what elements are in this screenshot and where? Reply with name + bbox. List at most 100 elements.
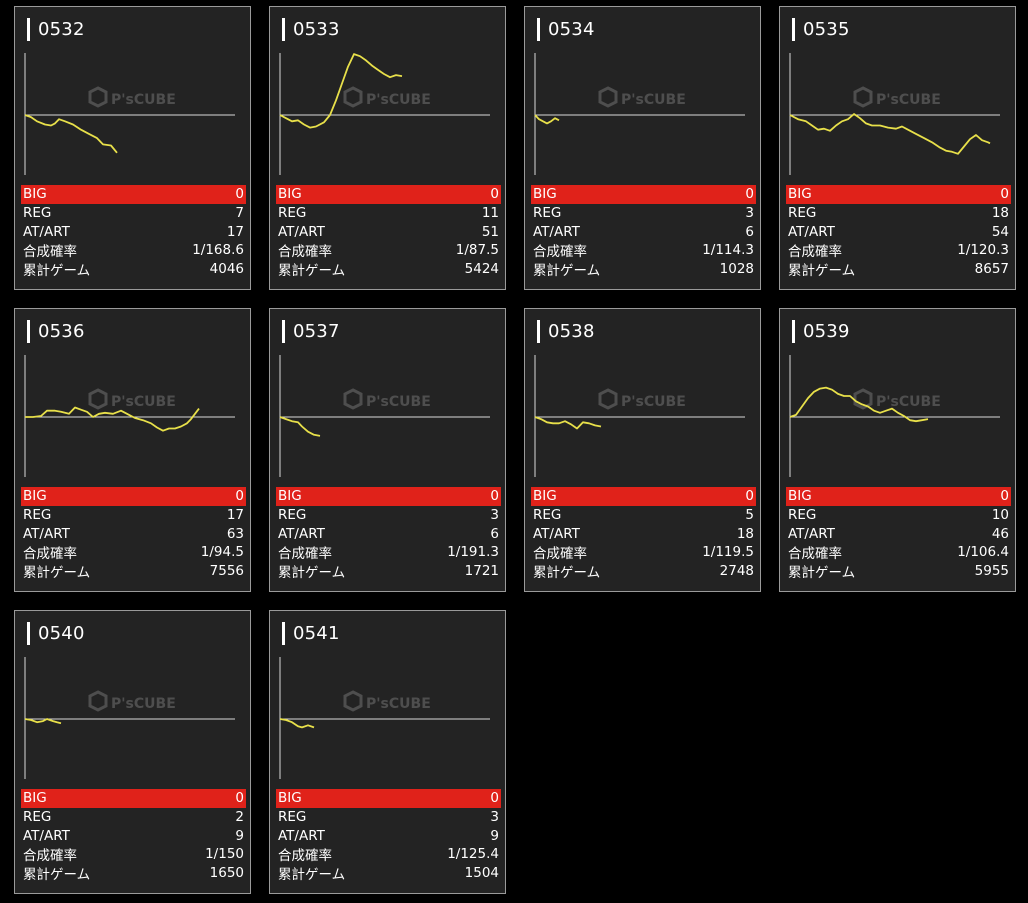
machine-header: 0532 [27, 16, 85, 42]
stat-row-big: BIG 0 [531, 185, 756, 204]
stat-row-big: BIG 0 [276, 789, 501, 808]
stat-value: 9 [490, 827, 499, 844]
stat-row-big: BIG 0 [786, 487, 1011, 506]
stat-value: 0 [745, 186, 754, 203]
stat-row-combined-rate: 合成確率 1/114.3 [531, 241, 756, 260]
stat-row-at-art: AT/ART 51 [276, 222, 501, 241]
slump-graph-line [279, 53, 403, 129]
stat-label: BIG [23, 488, 47, 505]
stat-value: 1/191.3 [447, 544, 499, 561]
stat-value: 51 [481, 223, 499, 240]
slump-graph: P'sCUBE [21, 341, 246, 483]
watermark-logo: P'sCUBE [853, 388, 941, 410]
stat-value: 1028 [719, 261, 754, 278]
slump-graph: P'sCUBE [786, 341, 1011, 483]
stat-value: 0 [235, 790, 244, 807]
cube-logo-icon [343, 388, 363, 410]
machine-stats: BIG 0 REG 10 AT/ART 46 合成確率 1/106.4 累計ゲー… [786, 487, 1011, 581]
machine-header: 0538 [537, 318, 595, 344]
stat-row-big: BIG 0 [21, 185, 246, 204]
machine-number: 0538 [548, 320, 595, 342]
machine-card[interactable]: 0535 P'sCUBE BIG 0 REG 18 AT/ART 54 合成確率… [779, 6, 1016, 290]
stat-row-at-art: AT/ART 17 [21, 222, 246, 241]
slump-graph-svg: P'sCUBE [789, 355, 1000, 477]
machine-header: 0533 [282, 16, 340, 42]
stat-label: AT/ART [23, 525, 70, 542]
stat-value: 0 [490, 186, 499, 203]
cube-logo-icon [88, 690, 108, 712]
machine-card[interactable]: 0541 P'sCUBE BIG 0 REG 3 AT/ART 9 合成確率 1… [269, 610, 506, 894]
stat-value: 7 [235, 205, 244, 222]
stat-row-combined-rate: 合成確率 1/106.4 [786, 543, 1011, 562]
stat-row-big: BIG 0 [786, 185, 1011, 204]
stat-label: REG [23, 205, 52, 222]
machine-stats: BIG 0 REG 2 AT/ART 9 合成確率 1/150 累計ゲーム 16… [21, 789, 246, 883]
slump-graph-line [534, 416, 602, 430]
machine-card[interactable]: 0534 P'sCUBE BIG 0 REG 3 AT/ART 6 合成確率 1… [524, 6, 761, 290]
machine-card[interactable]: 0540 P'sCUBE BIG 0 REG 2 AT/ART 9 合成確率 1… [14, 610, 251, 894]
header-accent-bar [27, 621, 30, 645]
stat-label: 合成確率 [788, 546, 842, 563]
stat-value: 54 [991, 223, 1009, 240]
stat-value: 17 [226, 507, 244, 524]
stat-row-combined-rate: 合成確率 1/125.4 [276, 845, 501, 864]
stat-label: 合成確率 [23, 546, 77, 563]
stat-row-combined-rate: 合成確率 1/150 [21, 845, 246, 864]
stat-label: REG [23, 507, 52, 524]
stat-value: 2748 [719, 563, 754, 580]
header-accent-bar [792, 319, 795, 343]
stat-row-at-art: AT/ART 54 [786, 222, 1011, 241]
stat-label: 累計ゲーム [278, 565, 346, 582]
header-accent-bar [537, 17, 540, 41]
stat-label: 累計ゲーム [278, 263, 346, 280]
watermark-text: P'sCUBE [621, 92, 686, 108]
machine-card[interactable]: 0532 P'sCUBE BIG 0 REG 7 AT/ART 17 合成確率 … [14, 6, 251, 290]
stat-label: BIG [278, 790, 302, 807]
machine-number: 0537 [293, 320, 340, 342]
machine-number: 0536 [38, 320, 85, 342]
watermark-logo: P'sCUBE [88, 690, 176, 712]
stat-value: 1/119.5 [702, 544, 754, 561]
machine-card[interactable]: 0536 P'sCUBE BIG 0 REG 17 AT/ART 63 合成確率… [14, 308, 251, 592]
stat-label: REG [788, 507, 817, 524]
header-accent-bar [537, 319, 540, 343]
stat-value: 18 [991, 205, 1009, 222]
stat-row-big: BIG 0 [531, 487, 756, 506]
slump-graph: P'sCUBE [276, 643, 501, 785]
watermark-text: P'sCUBE [366, 92, 431, 108]
cube-logo-icon [853, 86, 873, 108]
watermark-text: P'sCUBE [366, 696, 431, 712]
stat-row-big: BIG 0 [21, 789, 246, 808]
cube-logo-icon [598, 388, 618, 410]
stat-value: 5955 [974, 563, 1009, 580]
stat-value: 3 [745, 205, 754, 222]
machine-card[interactable]: 0537 P'sCUBE BIG 0 REG 3 AT/ART 6 合成確率 1… [269, 308, 506, 592]
watermark-text: P'sCUBE [111, 696, 176, 712]
stat-value: 1/87.5 [455, 242, 499, 259]
stat-label: 累計ゲーム [278, 867, 346, 884]
stat-value: 10 [991, 507, 1009, 524]
stat-value: 3 [490, 507, 499, 524]
machine-card[interactable]: 0539 P'sCUBE BIG 0 REG 10 AT/ART 46 合成確率… [779, 308, 1016, 592]
stat-label: BIG [23, 186, 47, 203]
watermark-logo: P'sCUBE [343, 388, 431, 410]
stat-label: REG [278, 809, 307, 826]
stat-label: AT/ART [23, 223, 70, 240]
slump-graph-line [534, 114, 560, 125]
stat-label: AT/ART [278, 223, 325, 240]
slump-graph: P'sCUBE [21, 643, 246, 785]
stat-label: REG [278, 507, 307, 524]
machine-number: 0534 [548, 18, 595, 40]
stat-label: BIG [533, 186, 557, 203]
stat-value: 5 [745, 507, 754, 524]
stat-row-total-games: 累計ゲーム 5424 [276, 260, 501, 279]
machine-card[interactable]: 0533 P'sCUBE BIG 0 REG 11 AT/ART 51 合成確率… [269, 6, 506, 290]
stat-label: 累計ゲーム [533, 565, 601, 582]
stat-row-big: BIG 0 [276, 487, 501, 506]
stat-label: REG [533, 205, 562, 222]
stat-row-total-games: 累計ゲーム 5955 [786, 562, 1011, 581]
stat-row-big: BIG 0 [276, 185, 501, 204]
machine-card[interactable]: 0538 P'sCUBE BIG 0 REG 5 AT/ART 18 合成確率 … [524, 308, 761, 592]
stat-value: 0 [745, 488, 754, 505]
stat-row-total-games: 累計ゲーム 8657 [786, 260, 1011, 279]
